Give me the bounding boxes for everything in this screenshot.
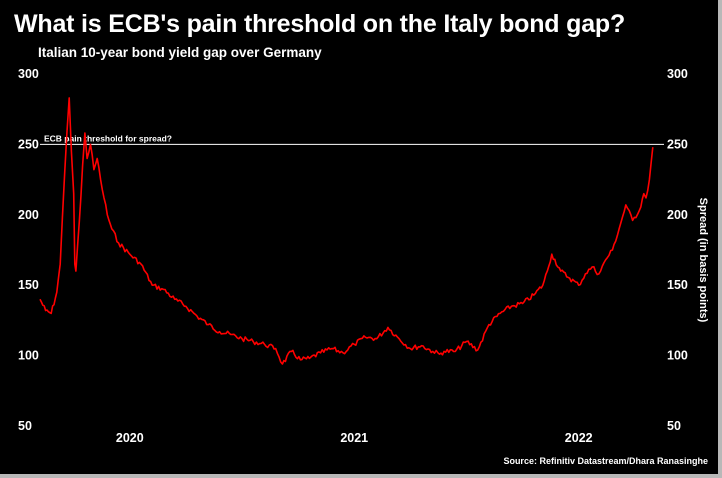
y-tick-label-left: 50 [18,419,32,433]
source-note: Source: Refinitiv Datastream/Dhara Ranas… [503,456,708,466]
threshold-label: ECB pain threshold for spread? [44,133,172,143]
y-tick-label-right: 100 [667,349,688,363]
y-tick-label-right: 200 [667,208,688,222]
x-tick-label: 2022 [565,431,593,445]
y-tick-label-left: 250 [18,137,39,151]
spread-series-line [39,97,654,365]
y-tick-label-right: 150 [667,278,688,292]
y-tick-label-left: 300 [18,67,39,81]
y-axis-label: Spread (in basis points) [697,198,709,323]
chart-title: What is ECB's pain threshold on the Ital… [14,10,626,38]
x-tick-label: 2021 [340,431,368,445]
y-axis-right: 50 100 150 200 250 300 [667,67,688,433]
y-tick-label-right: 50 [667,419,681,433]
y-tick-label-left: 100 [18,349,39,363]
y-tick-label-left: 150 [18,278,39,292]
chart-subtitle: Italian 10-year bond yield gap over Germ… [38,45,322,60]
y-axis-left: 50 100 150 200 250 300 [18,67,39,433]
y-tick-label-right: 250 [667,137,688,151]
y-tick-label-left: 200 [18,208,39,222]
x-axis: 2020 2021 2022 [116,431,593,445]
y-tick-label-right: 300 [667,67,688,81]
x-tick-label: 2020 [116,431,144,445]
